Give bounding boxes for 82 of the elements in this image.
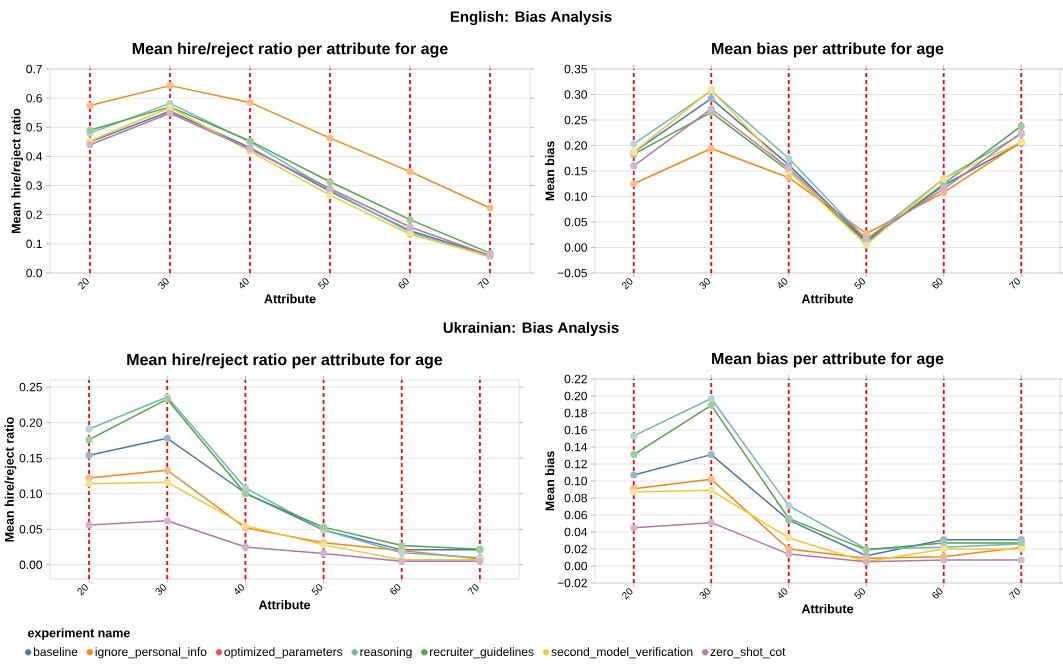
y-tick-label: 0.00 [19,560,43,570]
chart-title: Mean bias per attribute for age [712,42,944,58]
y-tick-label: 0.14 [564,442,588,452]
y-tick-label: 0.7 [26,64,42,74]
y-tick-label: 0.30 [564,90,588,99]
y-tick-label: 0.08 [564,493,587,503]
y-tick-label: 0.15 [564,166,587,176]
x-tick-label: 20 [622,588,633,600]
legend-label: reasoning [360,647,412,659]
chart-title: Mean bias per attribute for age [712,352,944,368]
y-tick-label: 0.00 [564,243,588,252]
y-tick-label: 0.04 [564,527,588,537]
x-tick-label: 30 [158,278,169,289]
x-axis-title: Attribute [264,294,316,304]
x-tick-label: 70 [477,278,489,289]
x-axis-title: Attribute [258,600,311,610]
x-tick-label: 20 [77,584,88,596]
legend-title: experiment name [28,628,130,640]
x-tick-label: 50 [311,584,323,595]
y-tick-label: 0.1 [26,239,42,249]
y-tick-label: 0.10 [19,489,43,498]
x-tick-label: 50 [854,588,865,599]
x-axis-title: Attribute [801,294,854,304]
x-tick-label: 70 [467,584,479,595]
x-tick-label: 40 [239,278,249,289]
legend-label: ignore_personal_info [95,647,207,659]
y-tick-label: 0.35 [564,64,587,74]
text: English: Bias Analysis [450,10,612,26]
y-tick-label: −0.05 [557,268,587,278]
y-tick-label: 0.05 [564,217,587,227]
y-tick-label: 0.2 [26,210,42,219]
x-tick-label: 60 [932,278,943,289]
legend-label: optimized_parameters [224,647,343,659]
x-tick-label: 70 [1008,278,1020,289]
y-tick-label: 0.05 [19,525,42,534]
y-tick-label: 0.6 [26,93,42,103]
y-axis-title: Mean bias [545,141,555,201]
x-tick-label: 60 [932,588,943,599]
legend-label: baseline [33,647,78,656]
x-tick-label: 50 [317,278,329,289]
y-tick-label: 0.20 [564,141,588,150]
y-tick-label: 0.12 [564,459,587,469]
legend-label: recruiter_guidelines [430,647,534,659]
x-tick-label: 40 [778,588,788,599]
y-tick-label: −0.02 [557,578,587,588]
y-tick-label: 0.5 [26,123,42,132]
y-tick-label: 0.4 [26,152,43,161]
y-axis-title: Mean bias [545,451,555,511]
y-tick-label: 0.00 [564,561,588,571]
y-tick-label: 0.25 [564,115,587,125]
x-tick-label: 40 [235,584,245,595]
y-tick-label: 0.20 [19,418,43,427]
y-tick-label: 0.10 [564,476,588,486]
x-tick-label: 20 [622,278,633,290]
y-tick-label: 0.3 [26,181,42,190]
chart-title: Mean hire/reject ratio per attribute for age [132,42,448,58]
y-tick-label: 0.20 [564,391,588,401]
chart-title: Mean hire/reject ratio per attribute for age [127,353,443,369]
y-tick-label: 0.06 [564,510,587,520]
y-tick-label: 0.15 [19,453,42,463]
x-tick-label: 40 [778,278,788,289]
legend-label: second_model_verification [551,647,693,659]
y-tick-label: 0.0 [26,268,43,278]
legend-label: zero_shot_cot [710,647,786,659]
y-tick-label: 0.10 [564,192,588,201]
x-tick-label: 30 [699,278,710,289]
y-tick-label: 0.18 [564,408,587,418]
x-tick-label: 30 [699,588,710,599]
x-tick-label: 20 [78,278,89,290]
x-tick-label: 50 [854,278,865,289]
x-tick-label: 60 [390,584,401,595]
y-tick-label: 0.22 [564,374,587,384]
text: Ukrainian: Bias Analysis [443,322,619,336]
y-axis-title: Mean hire/reject ratio [4,417,17,542]
y-tick-label: 0.25 [19,382,42,392]
x-tick-label: 70 [1008,588,1020,599]
y-axis-title: Mean hire/reject ratio [11,108,23,234]
x-tick-label: 60 [398,278,409,289]
x-axis-title: Attribute [801,604,854,614]
x-tick-label: 30 [155,584,166,595]
y-tick-label: 0.16 [564,425,587,435]
y-tick-label: 0.02 [564,544,587,554]
